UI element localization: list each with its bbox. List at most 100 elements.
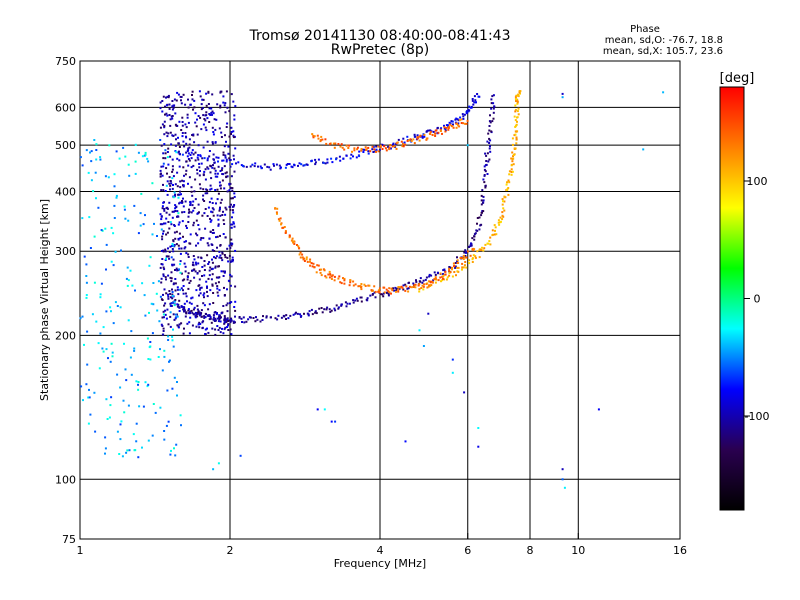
echo-point xyxy=(337,143,340,145)
echo-point xyxy=(316,408,319,411)
echo-point xyxy=(206,117,209,120)
echo-point xyxy=(181,220,184,223)
echo-point xyxy=(233,158,235,161)
echo-point xyxy=(137,151,140,154)
x-tick-label: 10 xyxy=(571,544,585,557)
echo-point xyxy=(164,248,167,251)
echo-point xyxy=(194,315,197,318)
echo-point xyxy=(160,144,163,147)
echo-point xyxy=(230,333,233,336)
echo-point xyxy=(517,107,520,110)
echo-point xyxy=(305,256,308,259)
echo-point xyxy=(482,178,485,181)
echo-point xyxy=(473,101,476,104)
echo-point xyxy=(154,411,157,414)
echo-point xyxy=(163,209,166,212)
echo-point xyxy=(170,182,173,185)
echo-point xyxy=(442,273,445,275)
echo-point xyxy=(338,155,341,158)
echo-point xyxy=(454,265,457,268)
echo-point xyxy=(387,145,390,148)
echo-point xyxy=(358,155,361,158)
echo-point xyxy=(297,164,299,167)
echo-point xyxy=(193,190,196,193)
echo-point xyxy=(196,272,199,274)
echo-point xyxy=(455,274,457,277)
echo-point xyxy=(451,125,454,128)
echo-point xyxy=(426,286,429,289)
echo-point xyxy=(416,136,419,139)
echo-point xyxy=(183,308,186,311)
echo-point xyxy=(166,207,169,210)
echo-point xyxy=(162,230,165,233)
echo-point xyxy=(503,209,506,212)
echo-point xyxy=(221,252,224,255)
echo-point xyxy=(360,283,363,285)
echo-point xyxy=(203,212,206,215)
echo-point xyxy=(182,205,185,208)
echo-point xyxy=(162,152,165,155)
echo-point xyxy=(197,115,200,117)
echo-point xyxy=(178,247,181,250)
echo-point xyxy=(126,284,129,287)
echo-point xyxy=(497,219,500,222)
echo-point xyxy=(515,136,518,139)
echo-point xyxy=(205,114,208,117)
echo-point xyxy=(561,96,564,99)
echo-point xyxy=(169,221,172,224)
echo-point xyxy=(161,263,164,266)
echo-point xyxy=(189,312,191,315)
echo-point xyxy=(490,130,493,133)
echo-point xyxy=(196,133,199,136)
echo-point xyxy=(198,288,201,291)
echo-point xyxy=(184,246,187,249)
echo-point xyxy=(486,173,489,175)
echo-point xyxy=(448,266,451,268)
echo-point xyxy=(203,296,205,299)
echo-point xyxy=(434,277,437,280)
echo-point xyxy=(142,405,145,408)
echo-point xyxy=(392,142,395,145)
echo-point xyxy=(165,112,168,115)
echo-point xyxy=(202,114,205,117)
echo-point xyxy=(202,294,205,297)
echo-point xyxy=(425,138,428,141)
echo-point xyxy=(298,247,301,250)
echo-point xyxy=(410,140,413,142)
echo-point xyxy=(79,156,82,159)
echo-point xyxy=(213,250,216,252)
echo-point xyxy=(381,148,384,150)
colorbar[interactable] xyxy=(719,86,745,511)
echo-point xyxy=(348,144,351,147)
echo-point xyxy=(201,214,204,217)
echo-point xyxy=(171,210,174,213)
echo-point xyxy=(225,126,228,128)
echo-point xyxy=(501,214,504,217)
echo-point xyxy=(81,164,84,167)
echo-point xyxy=(207,244,210,247)
echo-point xyxy=(439,130,442,132)
echo-point xyxy=(203,269,206,271)
echo-point xyxy=(226,317,229,320)
echo-point xyxy=(400,140,403,143)
echo-point xyxy=(199,187,202,190)
echo-point xyxy=(204,208,207,210)
echo-point xyxy=(269,168,272,171)
echo-point xyxy=(171,108,174,111)
echo-point xyxy=(484,243,487,246)
echo-point xyxy=(225,208,228,211)
echo-point xyxy=(192,108,194,111)
echo-point xyxy=(309,260,311,263)
echo-point xyxy=(160,263,163,265)
echo-point xyxy=(352,155,354,158)
echo-point xyxy=(382,292,385,295)
echo-point xyxy=(392,143,394,146)
echo-point xyxy=(428,129,431,132)
echo-point xyxy=(162,95,165,98)
echo-point xyxy=(160,218,163,221)
echo-point xyxy=(176,394,178,397)
echo-point xyxy=(433,271,436,274)
echo-point xyxy=(404,440,407,443)
echo-point xyxy=(439,272,442,275)
echo-point xyxy=(185,142,188,145)
